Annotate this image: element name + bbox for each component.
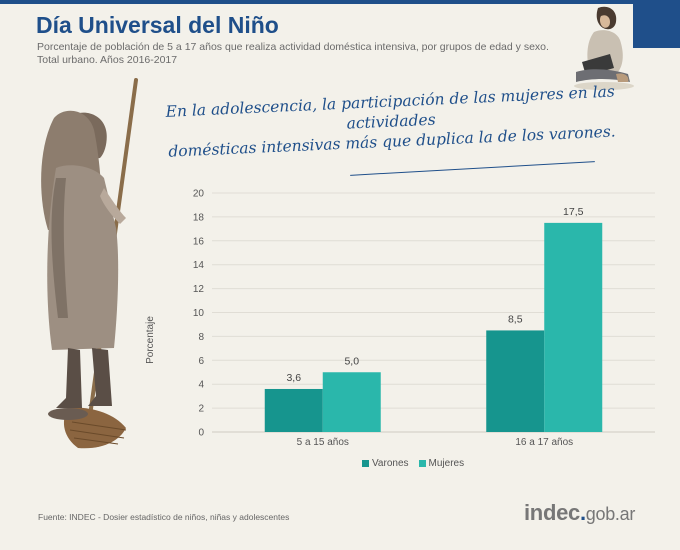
bar-value-label: 5,0 <box>344 355 359 367</box>
logo-dot: . <box>579 500 586 525</box>
bar-value-label: 3,6 <box>286 372 301 384</box>
bar-value-label: 17,5 <box>563 206 584 218</box>
y-tick-label: 12 <box>193 284 205 295</box>
legend-label-mujeres: Mujeres <box>428 458 465 469</box>
y-tick-label: 8 <box>198 332 204 343</box>
bar-varones <box>486 330 545 432</box>
corner-accent-block <box>633 0 680 48</box>
top-accent-bar <box>0 0 680 4</box>
y-tick-label: 6 <box>198 356 204 367</box>
chart-legend: Varones Mujeres <box>362 458 464 469</box>
x-category-label: 5 a 15 años <box>297 437 349 448</box>
y-tick-label: 16 <box>193 236 205 247</box>
logo-suffix-text: gob.ar <box>585 504 636 524</box>
legend-label-varones: Varones <box>372 458 409 469</box>
legend-item-mujeres: Mujeres <box>418 458 465 469</box>
bar-mujeres <box>322 372 381 432</box>
y-tick-label: 2 <box>198 404 204 415</box>
page-subtitle: Porcentaje de población de 5 a 17 años q… <box>37 41 549 66</box>
legend-swatch-mujeres <box>418 460 426 467</box>
reading-child-illustration <box>574 6 634 90</box>
y-tick-label: 18 <box>193 212 205 223</box>
y-tick-label: 10 <box>193 308 205 319</box>
y-tick-label: 0 <box>198 428 204 439</box>
legend-swatch-varones <box>362 460 369 467</box>
bar-mujeres <box>544 222 603 432</box>
y-tick-label: 14 <box>193 260 205 271</box>
legend-item-varones: Varones <box>362 458 409 469</box>
source-note: Fuente: INDEC - Dosier estadístico de ni… <box>38 512 290 522</box>
x-category-label: 16 a 17 años <box>515 437 573 448</box>
bar-varones <box>264 388 323 432</box>
page-title: Día Universal del Niño <box>36 12 279 38</box>
y-axis-title: Porcentaje <box>145 316 156 364</box>
y-tick-label: 20 <box>193 189 205 200</box>
logo-main-text: indec <box>524 500 580 525</box>
bar-value-label: 8,5 <box>508 313 523 325</box>
sweeping-girl-illustration <box>41 78 138 449</box>
y-tick-label: 4 <box>198 380 204 391</box>
indec-logo: indec.gob.ar <box>524 500 635 526</box>
